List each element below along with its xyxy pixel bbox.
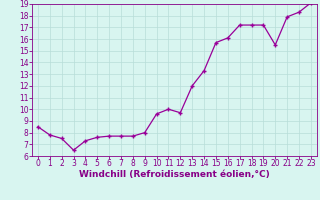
X-axis label: Windchill (Refroidissement éolien,°C): Windchill (Refroidissement éolien,°C) bbox=[79, 170, 270, 179]
